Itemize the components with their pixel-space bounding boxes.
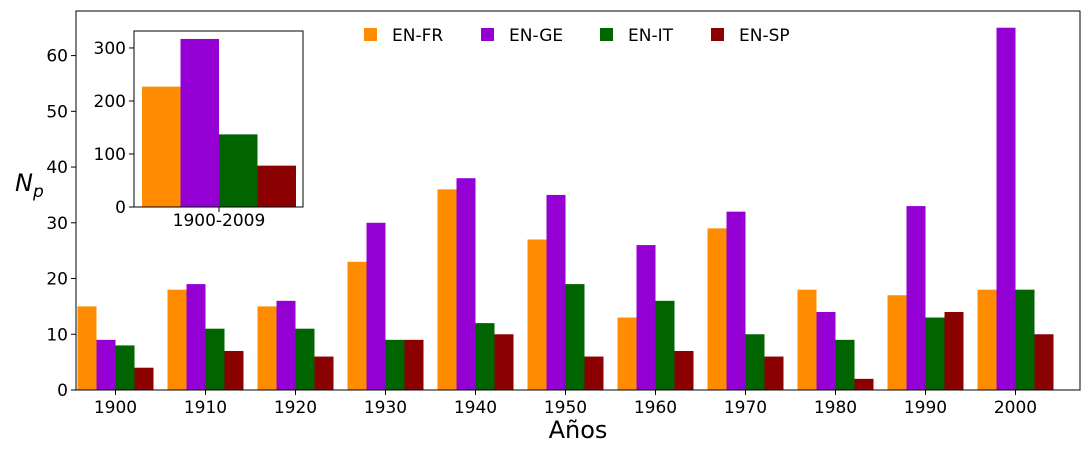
- plot-frame: [75, 10, 1081, 391]
- x-tick-label: 1940: [454, 398, 497, 418]
- y-axis-label-sub: p: [32, 182, 44, 202]
- bar: [854, 378, 874, 390]
- inset-y-tick-label: 200: [94, 92, 126, 112]
- bar: [996, 27, 1016, 391]
- bar: [115, 345, 135, 390]
- bar: [906, 206, 926, 390]
- bar: [314, 356, 334, 390]
- y-tick-label: 10: [46, 325, 68, 345]
- y-tick-label: 20: [46, 270, 68, 290]
- y-tick-label: 0: [57, 381, 68, 401]
- legend-swatch: [600, 28, 613, 41]
- inset-bar: [219, 134, 258, 207]
- x-tick-label: 1910: [184, 398, 227, 418]
- inset-bar: [257, 165, 296, 207]
- main-bars: [77, 27, 1054, 391]
- bar: [546, 194, 566, 390]
- bar: [224, 350, 244, 390]
- x-tick-label: 1950: [544, 398, 587, 418]
- legend-label: EN-FR: [392, 26, 443, 46]
- inset-frame: [133, 30, 304, 208]
- bar: [456, 178, 476, 390]
- bar: [565, 284, 585, 390]
- x-tick-label: 1960: [634, 398, 677, 418]
- bar: [347, 261, 367, 390]
- bar: [726, 211, 746, 390]
- inset-y-tick-label: 300: [94, 39, 126, 59]
- bar: [925, 317, 945, 390]
- bar: [437, 189, 457, 390]
- bar: [745, 334, 765, 390]
- bar: [944, 311, 964, 390]
- bar: [674, 350, 694, 390]
- legend-label: EN-GE: [509, 26, 563, 46]
- y-tick-label: 50: [46, 102, 68, 122]
- main-axes: 1900 1910 1920 1930 1940 1950 1960 1970 1980 1990…: [46, 10, 1081, 418]
- legend-label: EN-SP: [739, 26, 790, 46]
- x-tick-label: 1980: [814, 398, 857, 418]
- bar: [887, 295, 907, 390]
- inset-y-tick-label: 0: [115, 198, 126, 218]
- bar: [494, 334, 514, 390]
- bar: [257, 306, 277, 390]
- x-tick-label: 1900: [94, 398, 137, 418]
- bar: [134, 367, 154, 390]
- bar: [816, 311, 836, 390]
- bar: [636, 245, 656, 390]
- x-tick-label: 1930: [364, 398, 407, 418]
- bar: [475, 323, 495, 390]
- inset-y-tick-label: 100: [94, 145, 126, 165]
- y-axis-label: Np: [15, 169, 44, 202]
- bar: [1034, 334, 1054, 390]
- bar: [655, 300, 675, 390]
- bar: [96, 339, 116, 390]
- bar: [527, 239, 547, 390]
- inset-chart: 0 100 200 300 1900-2009: [94, 30, 304, 231]
- x-tick-label: 1970: [724, 398, 767, 418]
- x-axis-label: Años: [549, 416, 608, 444]
- x-tick-label: 2000: [994, 398, 1037, 418]
- x-tick-label: 1990: [904, 398, 947, 418]
- legend-swatch: [481, 28, 494, 41]
- legend-swatch: [364, 28, 377, 41]
- inset-bar: [142, 86, 181, 207]
- bar: [1015, 289, 1035, 390]
- bar: [276, 300, 296, 390]
- bar: [295, 328, 315, 390]
- y-tick-label: 30: [46, 214, 68, 234]
- inset-x-tick-label: 1900-2009: [173, 211, 266, 231]
- legend-swatch: [711, 28, 724, 41]
- bar: [404, 339, 424, 390]
- bar: [366, 222, 386, 390]
- legend-label: EN-IT: [628, 26, 674, 46]
- inset-bar: [180, 38, 219, 207]
- y-axis-label-main: N: [15, 169, 33, 197]
- bar: [617, 317, 637, 390]
- bar: [707, 228, 727, 390]
- bar: [167, 289, 187, 390]
- bar: [77, 306, 97, 390]
- bar: [764, 356, 784, 390]
- x-tick-label: 1920: [274, 398, 317, 418]
- bar: [385, 339, 405, 390]
- bar: [835, 339, 855, 390]
- bar: [977, 289, 997, 390]
- bar: [186, 284, 206, 390]
- y-tick-label: 60: [46, 47, 68, 67]
- bar: [584, 356, 604, 390]
- legend: EN-FR EN-GE EN-IT EN-SP: [364, 26, 790, 46]
- bar: [205, 328, 225, 390]
- y-tick-label: 40: [46, 158, 68, 178]
- bar: [797, 289, 817, 390]
